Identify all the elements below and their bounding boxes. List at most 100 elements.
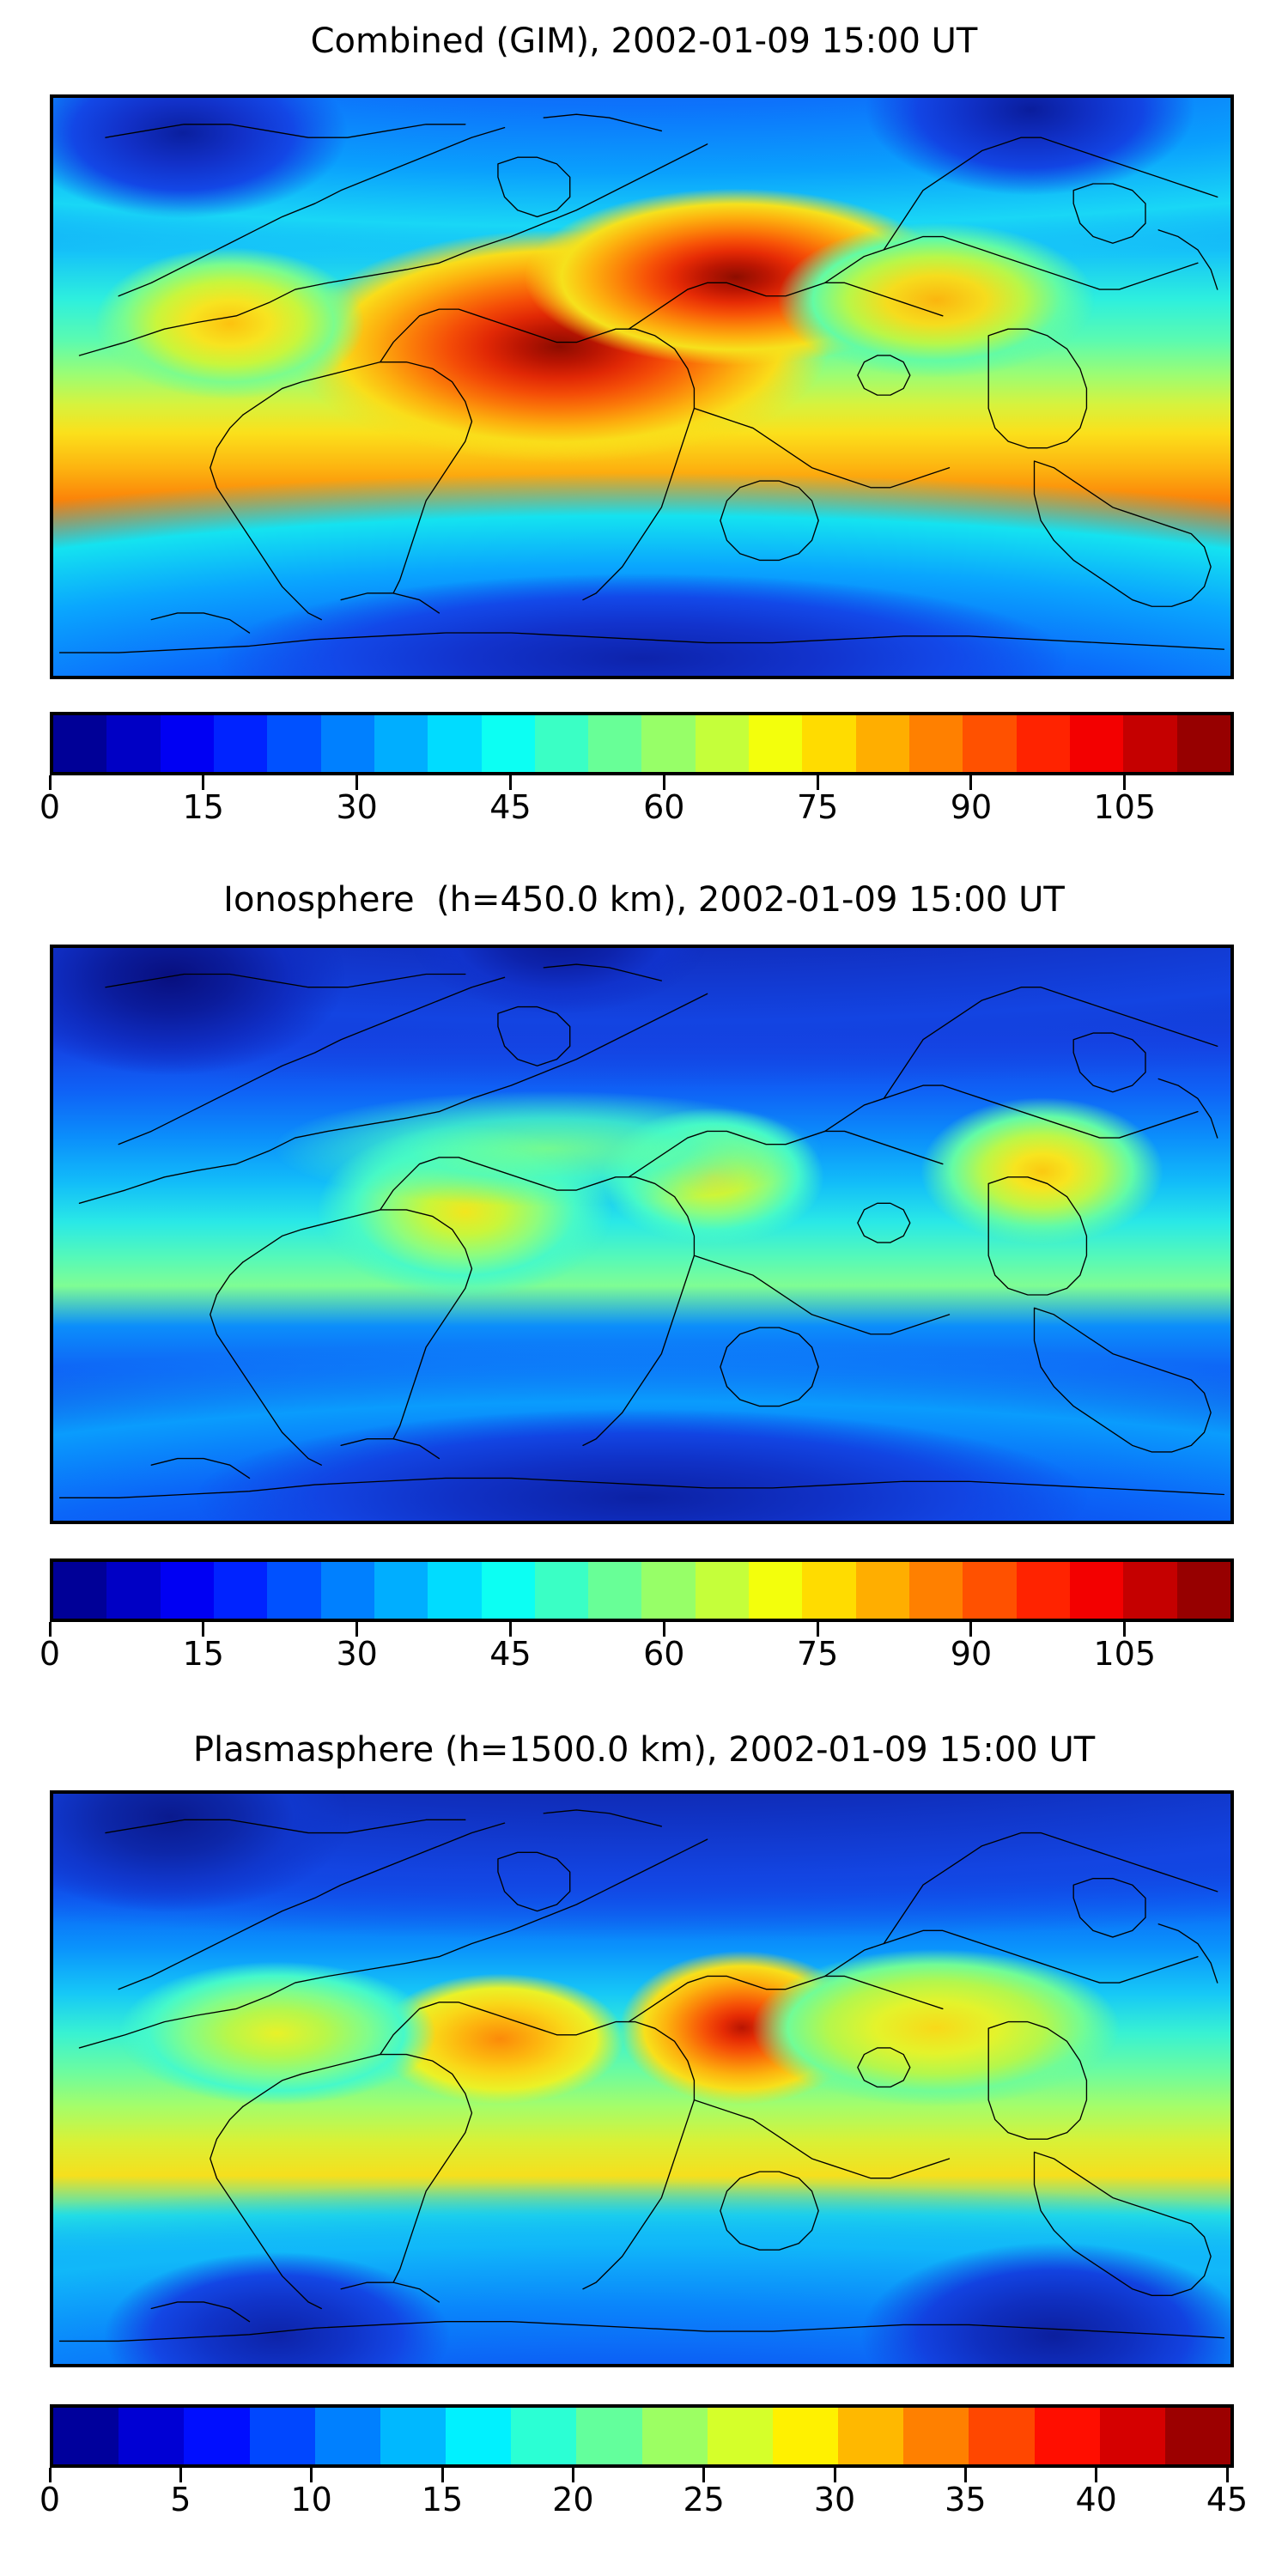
colorbar-ticks-ionosphere: [46, 1622, 1230, 1637]
colorbar-band: [1016, 1562, 1070, 1619]
panel-title-plasmasphere: Plasmasphere (h=1500.0 km), 2002-01-09 1…: [192, 1730, 1096, 1770]
panel-plasmasphere: Plasmasphere (h=1500.0 km), 2002-01-09 1…: [0, 1709, 1288, 2576]
panel-combined: Combined (GIM), 2002-01-09 15:00 UT: [0, 0, 1288, 867]
colorbar-band: [909, 715, 963, 772]
colorbar-band: [707, 2408, 773, 2464]
colorbar-tick-label: 30: [813, 2481, 856, 2518]
colorbar-labels-ionosphere: 0 15 30 45 60 75 90 105: [39, 1635, 1230, 1680]
colorbar-band: [909, 1562, 963, 1619]
colorbar-tick-label: 15: [182, 1635, 224, 1673]
colorbar-tick-label: 90: [950, 788, 993, 826]
colorbar-tick-label: 35: [945, 2481, 987, 2518]
panel-ionosphere: Ionosphere (h=450.0 km), 2002-01-09 15:0…: [0, 859, 1288, 1717]
colorbar-tick: [48, 1622, 52, 1637]
colorbar-band: [772, 2408, 839, 2464]
colorbar-tick-label: 10: [290, 2481, 332, 2518]
colorbar-tick-label: 40: [1075, 2481, 1117, 2518]
colorbar-tick: [355, 1622, 359, 1637]
colorbar-band: [511, 2408, 577, 2464]
colorbar-band: [963, 715, 1017, 772]
colorbar-band: [314, 2408, 380, 2464]
colorbar-band: [1069, 1562, 1124, 1619]
colorbar-band: [749, 715, 803, 772]
colorbar-tick-label: 15: [421, 2481, 464, 2518]
colorbar-band: [213, 1562, 268, 1619]
colorbar-tick: [702, 2468, 706, 2482]
coastline-overlay-ionosphere: [53, 948, 1230, 1521]
colorbar-tick-label: 0: [39, 2481, 61, 2518]
colorbar-band: [641, 715, 696, 772]
colorbar-tick-label: 105: [1093, 788, 1157, 826]
colorbar-band: [802, 1562, 856, 1619]
colorbar-band: [428, 1562, 482, 1619]
colorbar-tick: [969, 1622, 973, 1637]
colorbar-tick: [310, 2468, 313, 2482]
colorbar-tick: [48, 775, 52, 790]
colorbar-tick-label: 60: [643, 1635, 685, 1673]
colorbar-band: [641, 1562, 696, 1619]
colorbar-tick-label: 75: [796, 788, 839, 826]
map-field-plasmasphere: [53, 1794, 1230, 2364]
colorbar-tick-label: 25: [683, 2481, 725, 2518]
colorbar-tick: [355, 775, 359, 790]
colorbar-tick: [1225, 2468, 1229, 2482]
colorbar-tick-label: 45: [1206, 2481, 1249, 2518]
colorbar-tick-label: 0: [39, 1635, 61, 1673]
colorbar-band: [106, 715, 161, 772]
colorbar-band: [267, 1562, 321, 1619]
colorbar-band: [1034, 2408, 1100, 2464]
colorbar-band: [855, 715, 909, 772]
colorbar-tick-label: 20: [552, 2481, 594, 2518]
colorbar-band: [1123, 715, 1177, 772]
colorbar-band: [749, 1562, 803, 1619]
colorbar-band: [588, 715, 642, 772]
colorbar-tick: [508, 1622, 512, 1637]
colorbar-band: [446, 2408, 512, 2464]
colorbar-band: [374, 1562, 428, 1619]
colorbar-band: [576, 2408, 642, 2464]
colorbar-band: [160, 1562, 214, 1619]
colorbar-labels-combined: 0 15 30 45 60 75 90 105: [39, 788, 1230, 834]
colorbar-tick-label: 15: [182, 788, 224, 826]
colorbar-band: [118, 2408, 185, 2464]
colorbar-labels-plasmasphere: 0 5 10 15 20 25 30 35 40 45: [39, 2481, 1248, 2526]
colorbar-band: [53, 2408, 119, 2464]
colorbar-band: [184, 2408, 250, 2464]
tec-crest-indian: [759, 213, 1113, 387]
tec-crest-southeast-asia: [901, 1085, 1184, 1258]
colorbar-band: [588, 1562, 642, 1619]
tec-plateau-indian-ocean: [736, 1941, 1137, 2113]
colorbar-band: [695, 1562, 750, 1619]
colorbar-tick: [440, 2468, 444, 2482]
colorbar-tick: [1123, 775, 1127, 790]
colorbar-combined: 0 15 30 45 60 75 90 105: [39, 712, 1234, 834]
colorbar-band: [1164, 2408, 1230, 2464]
colorbar-band: [213, 715, 268, 772]
colorbar-tick: [202, 775, 205, 790]
colorbar-band: [855, 1562, 909, 1619]
colorbar-band: [320, 715, 374, 772]
colorbar-ticks-combined: [46, 775, 1230, 791]
coastline-overlay-plasmasphere: [53, 1794, 1230, 2364]
colorbar-band: [1099, 2408, 1165, 2464]
colorbar-tick: [816, 775, 819, 790]
colorbar-band: [481, 715, 535, 772]
colorbar-band: [969, 2408, 1035, 2464]
tec-crest-pacific-west: [76, 236, 383, 410]
panel-title-combined: Combined (GIM), 2002-01-09 15:00 UT: [310, 21, 978, 61]
colorbar-band: [802, 715, 856, 772]
colorbar-band: [481, 1562, 535, 1619]
colorbar-tick: [963, 2468, 967, 2482]
colorbar-tick: [571, 2468, 574, 2482]
colorbar-tick-label: 30: [336, 788, 378, 826]
colorbar-band: [838, 2408, 904, 2464]
colorbar-tick-label: 5: [170, 2481, 191, 2518]
colorbar-band: [1069, 715, 1124, 772]
panel-title-ionosphere: Ionosphere (h=450.0 km), 2002-01-09 15:0…: [223, 880, 1065, 920]
colorbar-band: [428, 715, 482, 772]
colorbar-band: [160, 715, 214, 772]
colorbar-tick: [202, 1622, 205, 1637]
colorbar-band: [1176, 715, 1230, 772]
colorbar-band: [106, 1562, 161, 1619]
